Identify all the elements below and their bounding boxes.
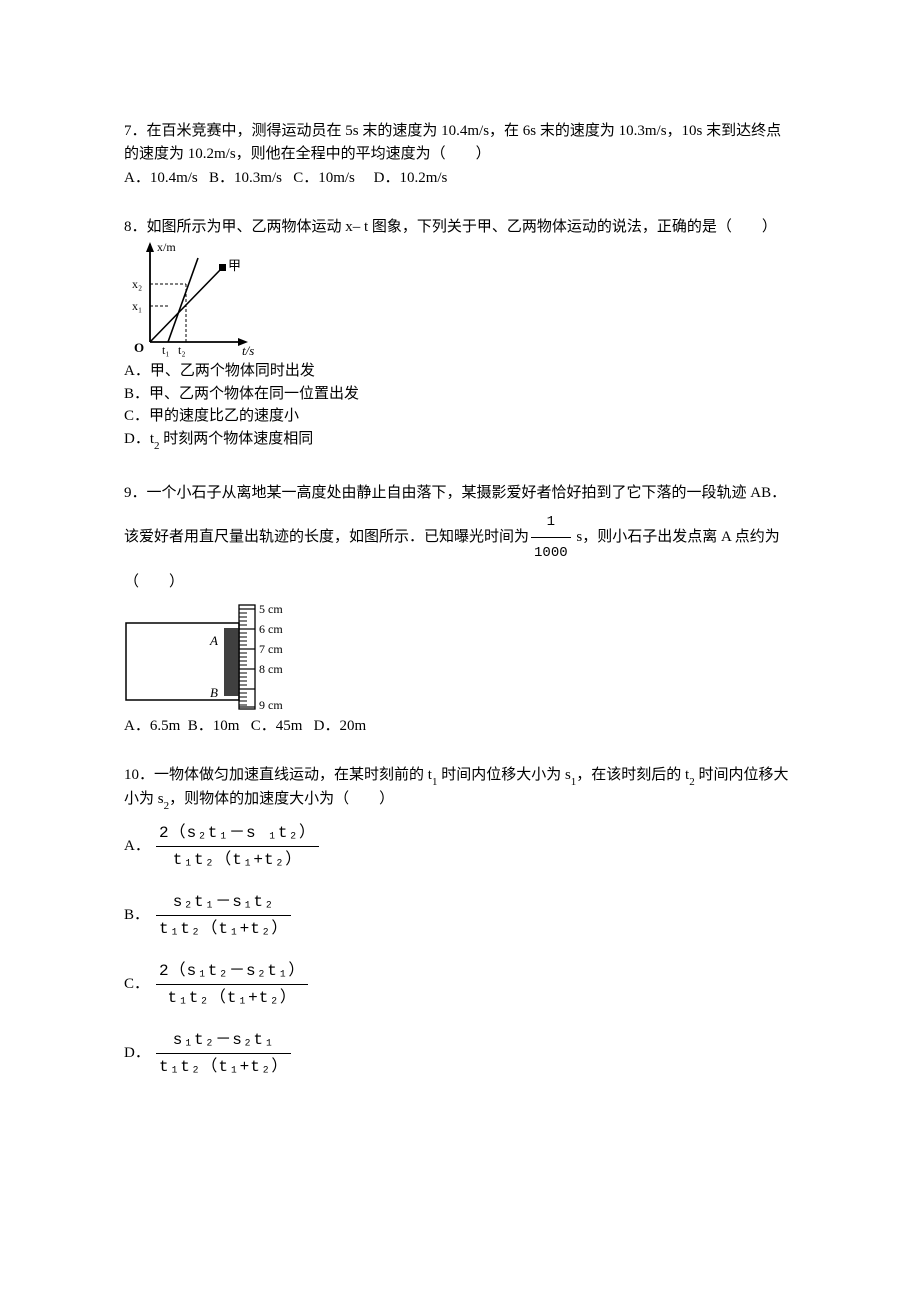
option-10d-den: t₁t₂（t₁+t₂） xyxy=(156,1054,291,1079)
svg-text:x/m: x/m xyxy=(157,240,176,254)
option-9c: C．45m xyxy=(251,718,303,734)
question-10-number: 10． xyxy=(124,767,154,783)
document-page: 7．在百米竞赛中，测得运动员在 5s 末的速度为 10.4m/s，在 6s 末的… xyxy=(0,0,920,1165)
option-7b: B．10.3m/s xyxy=(209,170,282,186)
question-9-text: 9．一个小石子从离地某一高度处由静止自由落下，某摄影爱好者恰好拍到了它下落的一段… xyxy=(124,478,796,597)
option-10b-num: s₂t₁－s₁t₂ xyxy=(156,890,291,916)
option-9b: B．10m xyxy=(188,718,240,734)
question-9-number: 9． xyxy=(124,485,147,501)
question-9: 9．一个小石子从离地某一高度处由静止自由落下，某摄影爱好者恰好拍到了它下落的一段… xyxy=(124,478,796,738)
option-8d-suffix: 时刻两个物体速度相同 xyxy=(160,431,314,447)
svg-text:8 cm: 8 cm xyxy=(259,662,283,676)
option-8d-sub: 2 xyxy=(154,440,160,452)
svg-text:x₁: x₁ xyxy=(132,299,142,313)
option-7d: D．10.2m/s xyxy=(374,170,448,186)
question-7: 7．在百米竞赛中，测得运动员在 5s 末的速度为 10.4m/s，在 6s 末的… xyxy=(124,120,796,190)
q10-s3: 2 xyxy=(689,776,695,788)
svg-text:A: A xyxy=(209,633,218,648)
option-10a-den: t₁t₂（t₁+t₂） xyxy=(156,847,319,872)
option-10a-frac: 2（s₂t₁－s ₁t₂） t₁t₂（t₁+t₂） xyxy=(156,821,319,872)
option-10d-frac: s₁t₂－s₂t₁ t₁t₂（t₁+t₂） xyxy=(156,1028,291,1079)
option-10a-label: A． xyxy=(124,835,154,858)
question-7-options: A．10.4m/s B．10.3m/s C．10m/s D．10.2m/s xyxy=(124,167,796,190)
option-10a-num: 2（s₂t₁－s ₁t₂） xyxy=(156,821,319,847)
question-7-text: 7．在百米竞赛中，测得运动员在 5s 末的速度为 10.4m/s，在 6s 末的… xyxy=(124,120,796,165)
question-8: 8．如图所示为甲、乙两物体运动 x– t 图象，下列关于甲、乙两物体运动的说法，… xyxy=(124,216,796,453)
option-10d-num: s₁t₂－s₂t₁ xyxy=(156,1028,291,1054)
option-10d-label: D． xyxy=(124,1042,154,1065)
option-8b: B．甲、乙两个物体在同一位置出发 xyxy=(124,383,796,406)
q10-s2: 1 xyxy=(571,776,577,788)
question-7-body: 在百米竞赛中，测得运动员在 5s 末的速度为 10.4m/s，在 6s 末的速度… xyxy=(124,123,781,162)
option-8d-prefix: D．t xyxy=(124,431,154,447)
q10-s4: 2 xyxy=(164,800,170,812)
question-10: 10．一物体做匀加速直线运动，在某时刻前的 t1 时间内位移大小为 s1，在该时… xyxy=(124,764,796,1079)
question-9-options: A．6.5m B．10m C．45m D．20m xyxy=(124,715,796,738)
option-8a: A．甲、乙两个物体同时出发 xyxy=(124,360,796,383)
option-10c-frac: 2（s₁t₂－s₂t₁） t₁t₂（t₁+t₂） xyxy=(156,959,308,1010)
option-8d: D．t2 时刻两个物体速度相同 xyxy=(124,428,796,453)
option-10d: D． s₁t₂－s₂t₁ t₁t₂（t₁+t₂） xyxy=(124,1028,796,1079)
question-7-number: 7． xyxy=(124,123,147,139)
svg-text:t/s: t/s xyxy=(242,343,254,358)
option-10c-den: t₁t₂（t₁+t₂） xyxy=(156,985,308,1010)
xt-graph: O x/m t/s 甲 x₂ x₁ xyxy=(124,240,796,358)
q10-s1: 1 xyxy=(432,776,438,788)
option-10b-label: B． xyxy=(124,904,154,927)
option-7c: C．10m/s xyxy=(293,170,355,186)
svg-text:6 cm: 6 cm xyxy=(259,622,283,636)
question-8-text: 8．如图所示为甲、乙两物体运动 x– t 图象，下列关于甲、乙两物体运动的说法，… xyxy=(124,216,796,239)
option-10c: C． 2（s₁t₂－s₂t₁） t₁t₂（t₁+t₂） xyxy=(124,959,796,1010)
q10-p1: 一物体做匀加速直线运动，在某时刻前的 t xyxy=(154,767,432,783)
q continues: ，则物体的加速度大小为（ ） xyxy=(169,791,394,807)
question-8-number: 8． xyxy=(124,219,147,235)
option-10a: A． 2（s₂t₁－s ₁t₂） t₁t₂（t₁+t₂） xyxy=(124,821,796,872)
svg-text:甲: 甲 xyxy=(228,258,241,273)
question-10-text: 10．一物体做匀加速直线运动，在某时刻前的 t1 时间内位移大小为 s1，在该时… xyxy=(124,764,796,813)
option-9a: A．6.5m xyxy=(124,718,180,734)
option-10c-num: 2（s₁t₂－s₂t₁） xyxy=(156,959,308,985)
svg-text:7 cm: 7 cm xyxy=(259,642,283,656)
exposure-fraction: 11000 xyxy=(531,508,571,567)
question-8-body: 如图所示为甲、乙两物体运动 x– t 图象，下列关于甲、乙两物体运动的说法，正确… xyxy=(147,219,777,235)
option-10b-frac: s₂t₁－s₁t₂ t₁t₂（t₁+t₂） xyxy=(156,890,291,941)
svg-text:t₁: t₁ xyxy=(162,343,170,357)
q10-p3: ，在该时刻后的 t xyxy=(576,767,689,783)
svg-text:t₂: t₂ xyxy=(178,343,186,357)
exposure-den: 1000 xyxy=(531,538,571,567)
exposure-num: 1 xyxy=(531,508,571,538)
svg-text:x₂: x₂ xyxy=(132,277,142,291)
option-10b: B． s₂t₁－s₁t₂ t₁t₂（t₁+t₂） xyxy=(124,890,796,941)
ruler-diagram: 5 cm 6 cm 7 cm 8 cm 9 cm A B xyxy=(124,601,796,711)
svg-text:O: O xyxy=(134,340,144,355)
svg-text:5 cm: 5 cm xyxy=(259,602,283,616)
svg-text:9 cm: 9 cm xyxy=(259,698,283,711)
option-8c: C．甲的速度比乙的速度小 xyxy=(124,405,796,428)
question-10-options: A． 2（s₂t₁－s ₁t₂） t₁t₂（t₁+t₂） B． s₂t₁－s₁t… xyxy=(124,821,796,1079)
option-10b-den: t₁t₂（t₁+t₂） xyxy=(156,916,291,941)
svg-text:B: B xyxy=(210,685,218,700)
option-7a: A．10.4m/s xyxy=(124,170,198,186)
option-10c-label: C． xyxy=(124,973,154,996)
q10-p2: 时间内位移大小为 s xyxy=(437,767,570,783)
option-9d: D．20m xyxy=(314,718,367,734)
